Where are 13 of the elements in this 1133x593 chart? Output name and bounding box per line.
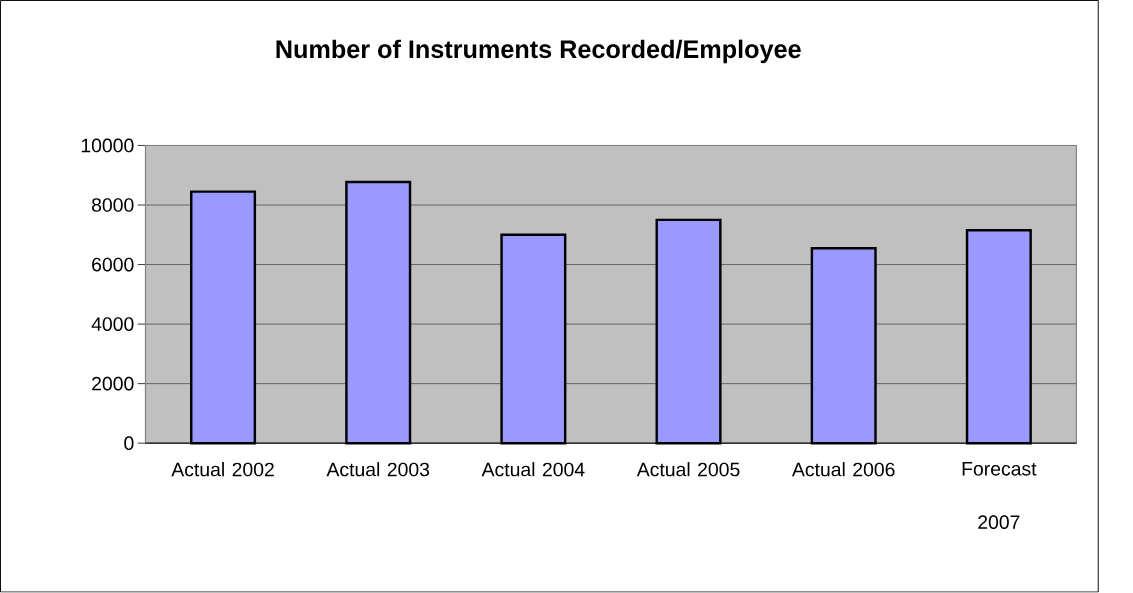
x-tick-label: Actual 2006 <box>791 462 895 477</box>
y-tick-label: 10000 <box>81 138 134 153</box>
y-tick-label: 4000 <box>91 317 134 332</box>
x-tick-label: Actual 2005 <box>636 462 740 477</box>
y-tick-label: 2000 <box>92 377 134 391</box>
y-tick-label: 8000 <box>91 198 134 213</box>
chart-title: Number of Instruments Recorded/Employee <box>276 39 801 64</box>
category-label: Forecast 2007 <box>962 462 1037 530</box>
y-tick-label: 6000 <box>92 257 134 272</box>
x-tick-label: Actual 2003 <box>326 462 430 477</box>
x-tick-label: Actual 2002 <box>171 462 274 477</box>
x-tick-label: Actual 2004 <box>481 462 585 477</box>
y-tick-label: 0 <box>124 436 134 451</box>
